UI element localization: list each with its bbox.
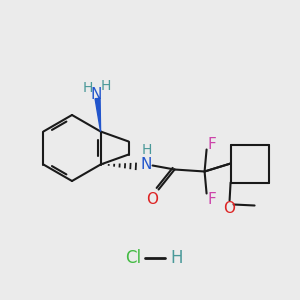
Text: H: H bbox=[82, 80, 93, 94]
Text: F: F bbox=[207, 192, 216, 207]
Text: F: F bbox=[207, 137, 216, 152]
Text: N: N bbox=[91, 87, 102, 102]
Text: H: H bbox=[141, 143, 152, 158]
Text: Cl: Cl bbox=[125, 249, 141, 267]
Text: O: O bbox=[147, 192, 159, 207]
Text: H: H bbox=[100, 79, 111, 92]
Text: N: N bbox=[141, 157, 152, 172]
Text: O: O bbox=[224, 201, 236, 216]
Polygon shape bbox=[95, 98, 100, 131]
Text: H: H bbox=[171, 249, 183, 267]
